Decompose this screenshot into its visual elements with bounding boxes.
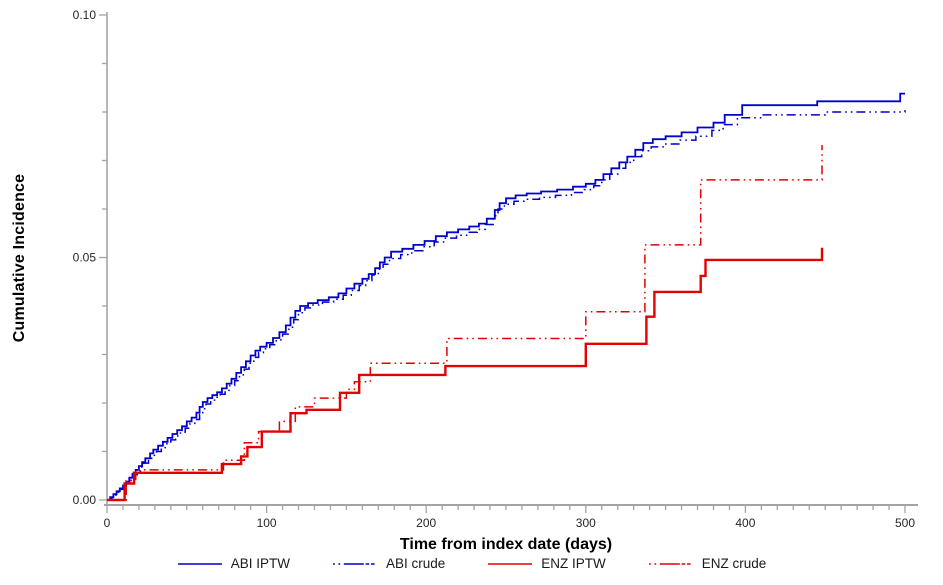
legend: ABI IPTW ABI crude ENZ IPTW ENZ crude <box>0 556 943 571</box>
x-tick-label: 200 <box>416 516 436 530</box>
x-tick-label: 300 <box>576 516 596 530</box>
x-tick-label: 400 <box>735 516 755 530</box>
legend-label-enz-crude: ENZ crude <box>701 556 767 571</box>
y-axis-title: Cumulative Incidence <box>11 173 28 343</box>
legend-line-swatch-abi-crude <box>332 562 377 565</box>
y-tick-label: 0.00 <box>73 493 97 507</box>
x-tick-label: 0 <box>104 516 111 530</box>
x-axis-title: Time from index date (days) <box>399 536 613 553</box>
legend-line-swatch-enz-crude <box>648 562 693 565</box>
plot-area: 0 100 200 300 400 500 0.00 0.05 0.10 <box>73 8 918 530</box>
legend-line-swatch-enz-iptw <box>488 562 533 565</box>
x-tick-label: 500 <box>895 516 915 530</box>
legend-item-abi-crude: ABI crude <box>332 556 445 571</box>
legend-label-enz-iptw: ENZ IPTW <box>541 556 606 571</box>
legend-label-abi-crude: ABI crude <box>385 556 446 571</box>
series-line-abi-crude <box>107 110 906 501</box>
y-tick-label: 0.10 <box>73 8 97 22</box>
legend-label-abi-iptw: ABI IPTW <box>230 556 290 571</box>
series-line-abi-iptw <box>107 92 905 501</box>
series-line-enz-crude <box>107 145 823 501</box>
legend-item-abi-iptw: ABI IPTW <box>177 556 290 571</box>
legend-item-enz-crude: ENZ crude <box>648 556 767 571</box>
y-tick-label: 0.05 <box>73 251 97 265</box>
x-tick-label: 100 <box>257 516 277 530</box>
legend-line-swatch-abi-iptw <box>177 562 222 565</box>
legend-item-enz-iptw: ENZ IPTW <box>487 556 606 571</box>
series-line-enz-iptw <box>107 247 824 502</box>
